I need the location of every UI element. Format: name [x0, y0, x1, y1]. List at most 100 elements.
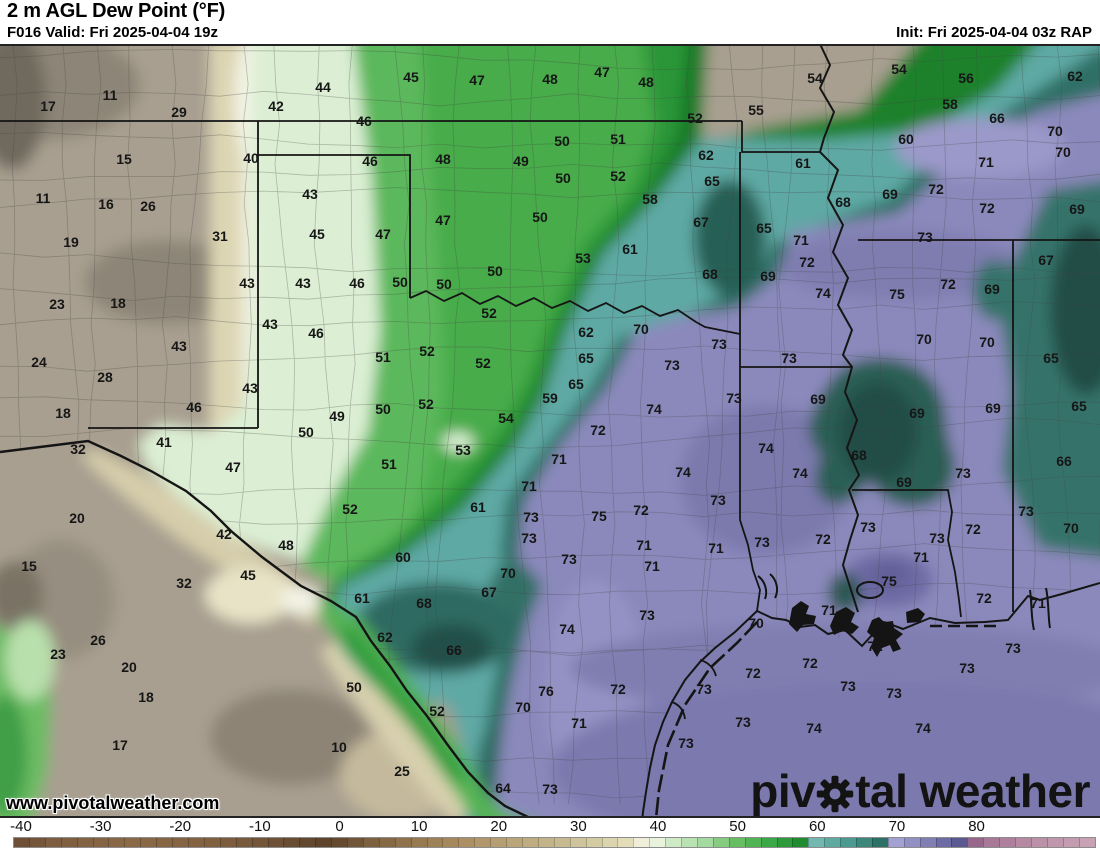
colorbar-cell	[14, 838, 29, 847]
marsh-shapes	[671, 573, 1051, 720]
colorbar-cell	[951, 838, 968, 847]
colorbar-cell	[235, 838, 252, 847]
state-borders	[0, 120, 1100, 618]
dewpoint-map	[0, 44, 1100, 818]
colorbar-tick: -30	[89, 818, 112, 835]
colorbar-tick: -20	[169, 818, 192, 835]
colorbar-cell	[410, 838, 427, 847]
colorbar-tick-labels: -40 -30 -20 -10 0 10 20 30 40 50 60 70 80	[10, 818, 1096, 835]
colorbar-tick: 10	[410, 818, 428, 835]
colorbar-cell	[744, 838, 761, 847]
colorbar	[13, 837, 1096, 848]
colorbar-tick: 80	[968, 818, 985, 835]
colorbar-cell	[1062, 838, 1079, 847]
colorbar-cell	[649, 838, 666, 847]
colorbar-cell	[347, 838, 363, 847]
colorbar-cell	[967, 838, 984, 847]
colorbar-tick: 30	[570, 818, 587, 835]
colorbar-cell	[999, 838, 1016, 847]
logo-text-pre: piv	[750, 765, 816, 817]
colorbar-cell	[219, 838, 236, 847]
colorbar-cell	[506, 838, 522, 847]
colorbar-tick: 60	[808, 818, 826, 835]
colorbar-cell	[378, 838, 395, 847]
colorbar-cell	[299, 838, 316, 847]
colorbar-cell	[490, 838, 507, 847]
colorbar-cell	[903, 838, 920, 847]
colorbar-cell	[728, 838, 745, 847]
colorbar-cell	[267, 838, 284, 847]
county-lines	[0, 44, 1100, 818]
colorbar-cell	[871, 838, 888, 847]
colorbar-cell	[140, 838, 157, 847]
page-title: 2 m AGL Dew Point (°F)	[7, 0, 226, 22]
colorbar-cell	[792, 838, 809, 847]
colorbar-cell	[426, 838, 443, 847]
colorbar-cell	[28, 838, 45, 847]
colorbar-cell	[60, 838, 77, 847]
colorbar-cell	[617, 838, 634, 847]
colorbar-cell	[187, 838, 204, 847]
colorbar-cell	[92, 838, 109, 847]
colorbar-cell	[124, 838, 141, 847]
colorbar-cell	[76, 838, 93, 847]
valid-time: F016 Valid: Fri 2025-04-04 19z	[7, 24, 218, 41]
colorbar-cell	[633, 838, 650, 847]
dewpoint-map-svg	[0, 44, 1100, 818]
colorbar-cell	[569, 838, 586, 847]
init-time: Init: Fri 2025-04-04 03z RAP	[896, 24, 1092, 41]
colorbar-tick: 50	[729, 818, 746, 835]
contour-fills	[0, 44, 1100, 818]
colorbar-cell	[1046, 838, 1063, 847]
colorbar-cell	[760, 838, 777, 847]
colorbar-cell	[283, 838, 300, 847]
colorbar-cell	[840, 838, 857, 847]
colorbar-cell	[808, 838, 825, 847]
colorbar-cell	[362, 838, 379, 847]
colorbar-cell	[44, 838, 61, 847]
pivotal-weather-logo[interactable]: piv tal weather	[750, 764, 1090, 818]
colorbar-cell	[315, 838, 332, 847]
colorbar-cell	[553, 838, 570, 847]
colorbar-tick: 40	[649, 818, 667, 835]
colorbar-cell	[331, 838, 348, 847]
colorbar-cell	[601, 838, 618, 847]
colorbar-cell	[172, 838, 188, 847]
colorbar-cell	[108, 838, 125, 847]
colorbar-cell	[156, 838, 173, 847]
colorbar-cell	[442, 838, 459, 847]
watermark-link[interactable]: www.pivotalweather.com	[6, 793, 220, 813]
colorbar-cell	[887, 838, 904, 847]
logo-text-post: tal weather	[855, 765, 1090, 817]
colorbar-cell	[935, 838, 952, 847]
colorbar-cell	[474, 838, 491, 847]
colorbar-cell	[824, 838, 841, 847]
colorbar-cell	[681, 838, 697, 847]
colorbar-cell	[537, 838, 554, 847]
colorbar-cell	[712, 838, 729, 847]
colorbar-cell	[665, 838, 682, 847]
colorbar-cell	[1015, 838, 1031, 847]
colorbar-cell	[585, 838, 602, 847]
colorbar-cell	[983, 838, 1000, 847]
colorbar-tick: 0	[335, 818, 344, 835]
colorbar-cell	[776, 838, 793, 847]
colorbar-tick: 20	[490, 818, 508, 835]
colorbar-cell	[394, 838, 411, 847]
colorbar-cell	[919, 838, 936, 847]
colorbar-tick: -40	[10, 818, 32, 835]
colorbar-cell	[696, 838, 713, 847]
colorbar-cell	[856, 838, 872, 847]
colorbar-cell	[522, 838, 538, 847]
colorbar-tick: -10	[249, 818, 271, 835]
colorbar-cell	[458, 838, 475, 847]
colorbar-tick: 70	[888, 818, 906, 835]
colorbar-cell	[1078, 838, 1095, 847]
colorbar-cell	[251, 838, 268, 847]
rivers	[0, 44, 861, 818]
gear-icon	[816, 775, 854, 813]
colorbar-cell	[203, 838, 220, 847]
lake-pontchartrain-outline	[856, 581, 884, 599]
colorbar-cell	[1031, 838, 1047, 847]
